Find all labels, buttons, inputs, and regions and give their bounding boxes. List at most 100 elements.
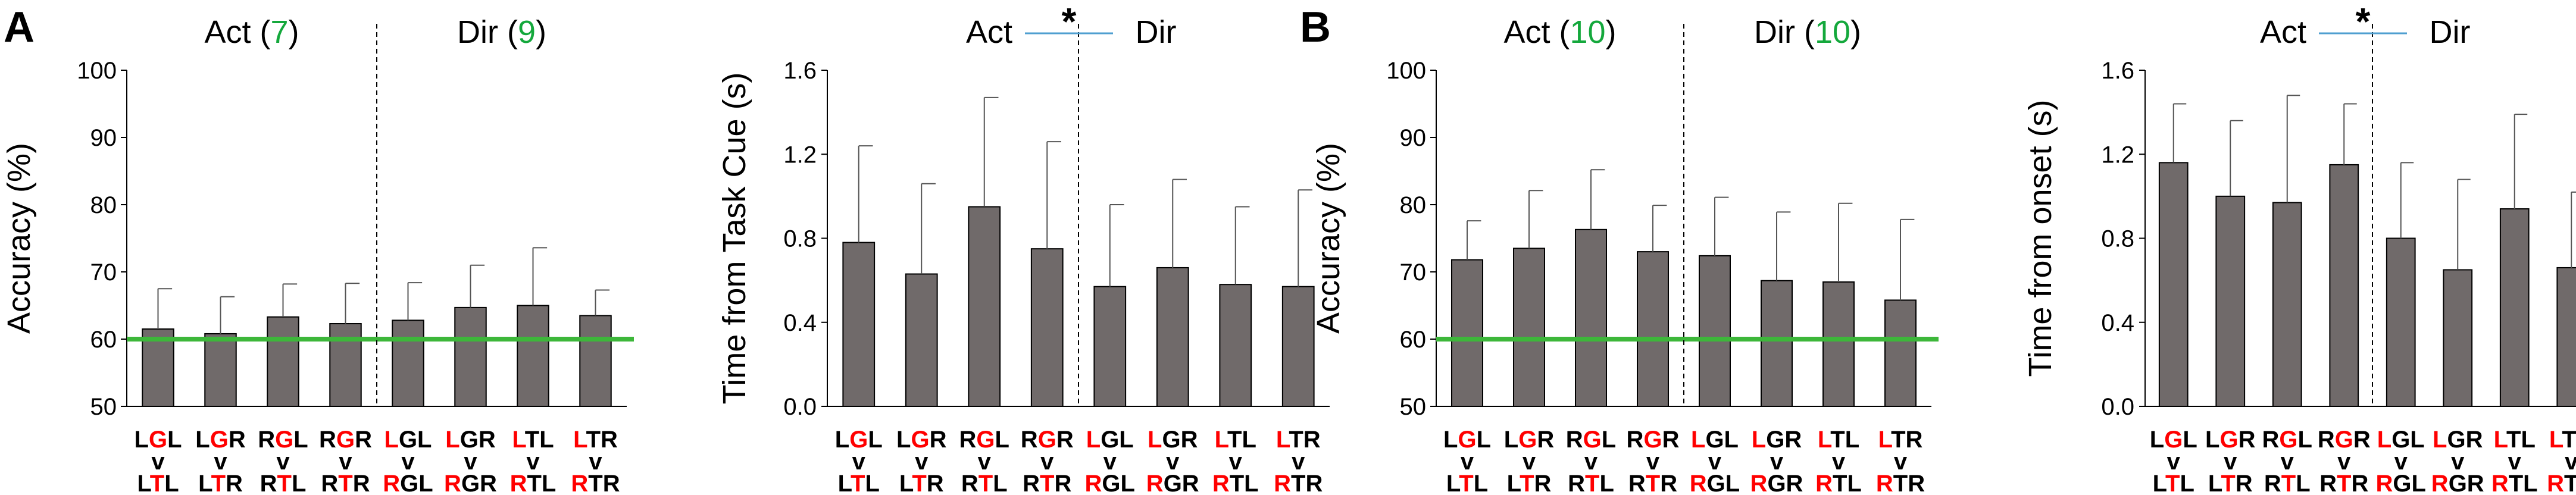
x-tick-label: LTL [2153,471,2194,495]
bar [2556,267,2576,407]
y-tick-label: 0.8 [2101,226,2134,252]
x-tick-label: LGL [384,427,432,453]
x-tick-label: RTL [961,471,1008,495]
x-tick-label: LGR [195,427,246,453]
x-tick-label: RGR [1146,471,1199,495]
bar [1761,280,1793,407]
x-tick-label: v [214,449,227,475]
x-tick-label: v [526,449,540,475]
x-tick-label: LTL [1215,427,1256,453]
bar [204,333,237,408]
x-tick-label: v [852,449,866,475]
x-tick-label: v [2167,449,2181,475]
x-tick-label: RGL [2262,427,2312,453]
x-tick-label: RTL [2491,471,2538,495]
bar [1637,251,1669,407]
x-tick-label: RGL [959,427,1009,453]
y-tick-label: 90 [90,125,117,151]
x-tick-label: v [276,449,290,475]
y-tick-label: 0.4 [783,310,817,336]
x-tick-label: LGR [1504,427,1555,453]
x-tick-label: v [2508,449,2522,475]
bar [142,328,174,407]
chart-a-time: 0.0 0.4 0.8 1.2 1.6 Time from Task Cue (s) Act… [717,0,1330,495]
x-tick-label: LGL [2150,427,2197,453]
bar [1884,299,1917,407]
chart-b-accuracy: 50 60 70 80 90 100 Accuracy (%) Act (10) Dir (10… [1311,14,1939,495]
y-tick-label: 50 [90,394,117,420]
x-tick-label: v [2224,449,2237,475]
x-tick-label: v [1584,449,1598,475]
x-tick-label: LGR [445,427,496,453]
bar [2386,237,2416,407]
bar [579,315,612,408]
x-tick-label: RGL [1690,471,1740,495]
bar [1093,286,1127,407]
y-tick-label: 1.2 [783,142,817,168]
x-tick-label: RTR [1274,471,1323,495]
x-tick-label: LTR [2208,471,2253,495]
bar [2215,195,2246,407]
y-tick-label: 60 [90,327,117,353]
group-header: Dir [1136,14,1177,50]
x-tick-label: RTR [2547,471,2576,495]
panel-label-a: A [4,4,35,51]
y-tick-label: 0.4 [2101,310,2134,336]
x-tick-label: RTR [1876,471,1925,495]
group-header: Dir (10) [1754,14,1861,50]
x-tick-label: LTL [512,427,554,453]
chart-b-time: 0.0 0.4 0.8 1.2 1.6 Time from onset (s) Act Dir… [2022,0,2576,495]
x-tick-label: RTR [321,471,370,495]
group-header: Act [966,14,1012,50]
y-tick-label: 100 [77,58,117,84]
x-tick-label: v [401,449,415,475]
x-tick-label: v [2394,449,2408,475]
bar [1822,281,1855,408]
x-tick-label: LGL [135,427,182,453]
x-tick-label: RTR [2319,471,2368,495]
x-tick-label: RTL [2264,471,2311,495]
y-tick-label: 0.8 [783,226,817,252]
bar [2272,202,2302,407]
x-tick-label: v [1708,449,1722,475]
y-tick-label: 60 [1400,327,1427,353]
y-tick-label: 90 [1400,125,1427,151]
y-axis-label: Time from Task Cue (s) [717,72,752,404]
bar [2158,162,2189,407]
x-tick-label: LTR [1276,427,1321,453]
x-tick-label: v [1103,449,1117,475]
y-axis-label: Accuracy (%) [1,143,37,334]
x-tick-label: LTL [137,471,179,495]
x-tick-label: LGR [1752,427,1802,453]
x-tick-label: v [1040,449,1054,475]
x-tick-label: LGR [896,427,947,453]
bar [267,316,299,408]
x-tick-label: v [464,449,477,475]
x-tick-label: v [978,449,992,475]
y-tick-label: 100 [1386,58,1426,84]
x-tick-label: RGR [1750,471,1803,495]
x-tick-label: v [339,449,352,475]
x-tick-label: LTR [198,471,243,495]
x-tick-label: LGL [1691,427,1739,453]
bar [968,206,1001,407]
y-axis-label: Accuracy (%) [1311,143,1346,334]
significance-star: * [2356,0,2371,43]
x-tick-label: LGR [1148,427,1198,453]
y-tick-label: 80 [90,192,117,218]
bar [842,242,876,407]
x-tick-label: LTL [2494,427,2536,453]
x-tick-label: v [1894,449,1908,475]
x-tick-label: LGR [2433,427,2483,453]
x-tick-label: LGL [835,427,883,453]
x-tick-label: v [1461,449,1474,475]
x-tick-label: v [2451,449,2465,475]
x-tick-label: LTR [899,471,944,495]
x-tick-label: LTL [1446,471,1488,495]
y-axis-label: Time from onset (s) [2022,99,2058,377]
x-tick-label: RGL [383,471,433,495]
x-tick-label: RTL [1212,471,1259,495]
x-tick-label: LGL [1086,427,1134,453]
x-tick-label: RGL [258,427,308,453]
group-header: Dir [2430,14,2471,50]
